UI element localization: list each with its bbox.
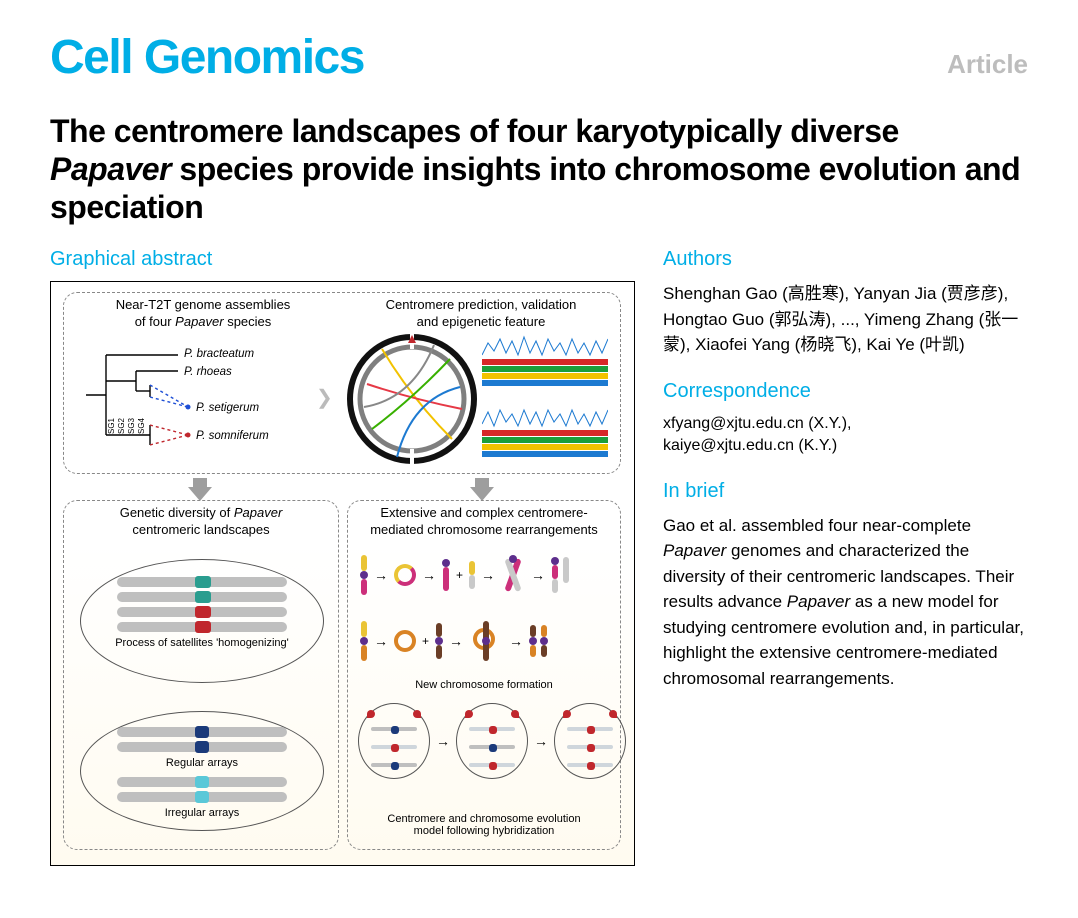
svg-text:SG2: SG2: [117, 418, 126, 435]
coverage-tracks: [482, 333, 608, 467]
ga-br-model-label: Centromere and chromosome evolutionmodel…: [348, 813, 620, 837]
ga-arrow-down-left: [188, 487, 212, 501]
graphical-abstract-box: Near-T2T genome assembliesof four Papave…: [50, 281, 635, 866]
ga-br-row-2: → + → →: [360, 621, 548, 661]
ga-br-title: Extensive and complex centromere-mediate…: [348, 505, 620, 538]
journal-name: Cell Genomics: [50, 30, 364, 85]
svg-text:SG4: SG4: [137, 418, 146, 435]
ga-panel-bottom-left: Genetic diversity of Papavercentromeric …: [63, 500, 339, 850]
authors-heading: Authors: [663, 248, 1028, 271]
left-column: Graphical abstract Near-T2T genome assem…: [50, 248, 635, 866]
ga-bl-regular-label: Regular arrays: [81, 757, 323, 769]
ga-arrow-down-right: [470, 487, 494, 501]
ga-top-left-title: Near-T2T genome assembliesof four Papave…: [64, 297, 342, 330]
species-4: P. somniferum: [196, 430, 269, 442]
ga-top-separator-arrow: ❯: [316, 385, 333, 410]
species-1: P. bracteatum: [184, 348, 255, 360]
graphical-abstract-heading: Graphical abstract: [50, 248, 635, 271]
correspondence-heading: Correspondence: [663, 380, 1028, 403]
correspondence-line-1: xfyang@xjtu.edu.cn (X.Y.),: [663, 413, 1028, 435]
circos-plot: [342, 329, 482, 469]
article-title: The centromere landscapes of four karyot…: [50, 113, 1028, 226]
correspondence-line-2: kaiye@xjtu.edu.cn (K.Y.): [663, 435, 1028, 457]
article-type-label: Article: [947, 49, 1028, 80]
authors-block: Authors Shenghan Gao (高胜寒), Yanyan Jia (…: [663, 248, 1028, 358]
ga-bl-oval-top: Process of satellites 'homogenizing': [80, 559, 324, 683]
ga-br-row-1: → → + →: [360, 555, 569, 595]
ga-top-right-title: Centromere prediction, validationand epi…: [342, 297, 620, 330]
correspondence-block: Correspondence xfyang@xjtu.edu.cn (X.Y.)…: [663, 380, 1028, 458]
ga-bl-title: Genetic diversity of Papavercentromeric …: [64, 505, 338, 538]
track-1: [482, 333, 608, 391]
ga-br-row-3: → →: [358, 703, 626, 779]
two-column-layout: Graphical abstract Near-T2T genome assem…: [50, 248, 1028, 866]
in-brief-block: In brief Gao et al. assembled four near-…: [663, 480, 1028, 692]
ga-bl-homogenizing-label: Process of satellites 'homogenizing': [81, 637, 323, 649]
ga-bl-irregular-label: Irregular arrays: [81, 807, 323, 819]
ga-panel-bottom-right: Extensive and complex centromere-mediate…: [347, 500, 621, 850]
right-column: Authors Shenghan Gao (高胜寒), Yanyan Jia (…: [663, 248, 1028, 866]
in-brief-heading: In brief: [663, 480, 1028, 503]
svg-text:SG3: SG3: [127, 418, 136, 435]
ga-panel-top: Near-T2T genome assembliesof four Papave…: [63, 292, 621, 474]
phylogeny-tree: SG1 SG2 SG3 SG4 P. bracteatum P. rhoeas …: [78, 335, 308, 465]
ga-br-new-chrom-label: New chromosome formation: [348, 679, 620, 691]
ga-bl-oval-bottom: Regular arrays Irregular arrays: [80, 711, 324, 831]
track-2: [482, 404, 608, 462]
species-2: P. rhoeas: [184, 366, 232, 378]
header: Cell Genomics Article: [50, 30, 1028, 85]
authors-text: Shenghan Gao (高胜寒), Yanyan Jia (贾彦彦), Ho…: [663, 281, 1028, 358]
species-3: P. setigerum: [196, 402, 259, 414]
svg-text:SG1: SG1: [107, 418, 116, 435]
in-brief-text: Gao et al. assembled four near-complete …: [663, 513, 1028, 692]
